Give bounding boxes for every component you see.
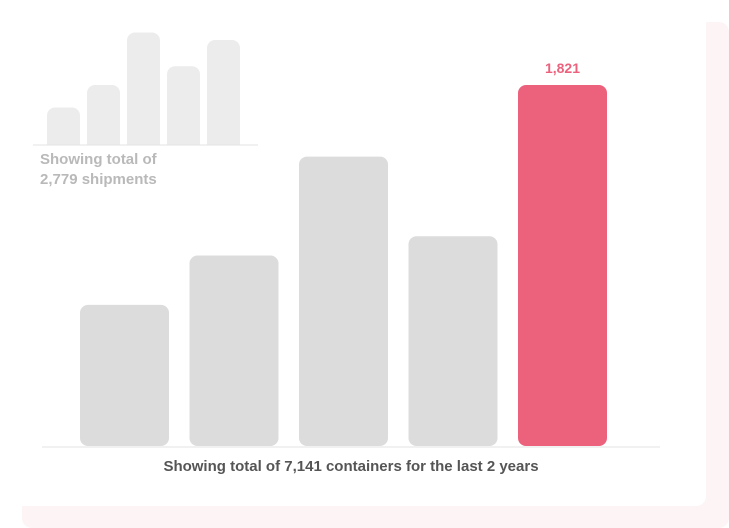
- mini-bar-5: [207, 40, 240, 153]
- bar-1: [80, 304, 169, 446]
- mini-shipments-chart: [30, 32, 270, 155]
- bar-highlight: [518, 85, 607, 446]
- bar-value-label: 1,821: [545, 60, 580, 76]
- bar-4: [408, 236, 498, 446]
- main-containers-chart: 1,821: [42, 60, 660, 448]
- mini-caption-line-2: 2,779 shipments: [40, 171, 157, 188]
- mini-bar-4: [167, 66, 200, 153]
- mini-bar-3: [127, 32, 160, 153]
- main-chart-caption: Showing total of 7,141 containers for th…: [163, 458, 539, 475]
- mini-caption-line-1: Showing total of: [40, 151, 157, 168]
- mini-chart-caption: Showing total of 2,779 shipments: [40, 150, 250, 190]
- mini-chart-mask: [30, 145, 270, 155]
- mini-bar-2: [87, 85, 120, 153]
- mini-bar-1: [47, 107, 80, 153]
- bar-2: [189, 255, 279, 446]
- bar-3: [299, 156, 388, 447]
